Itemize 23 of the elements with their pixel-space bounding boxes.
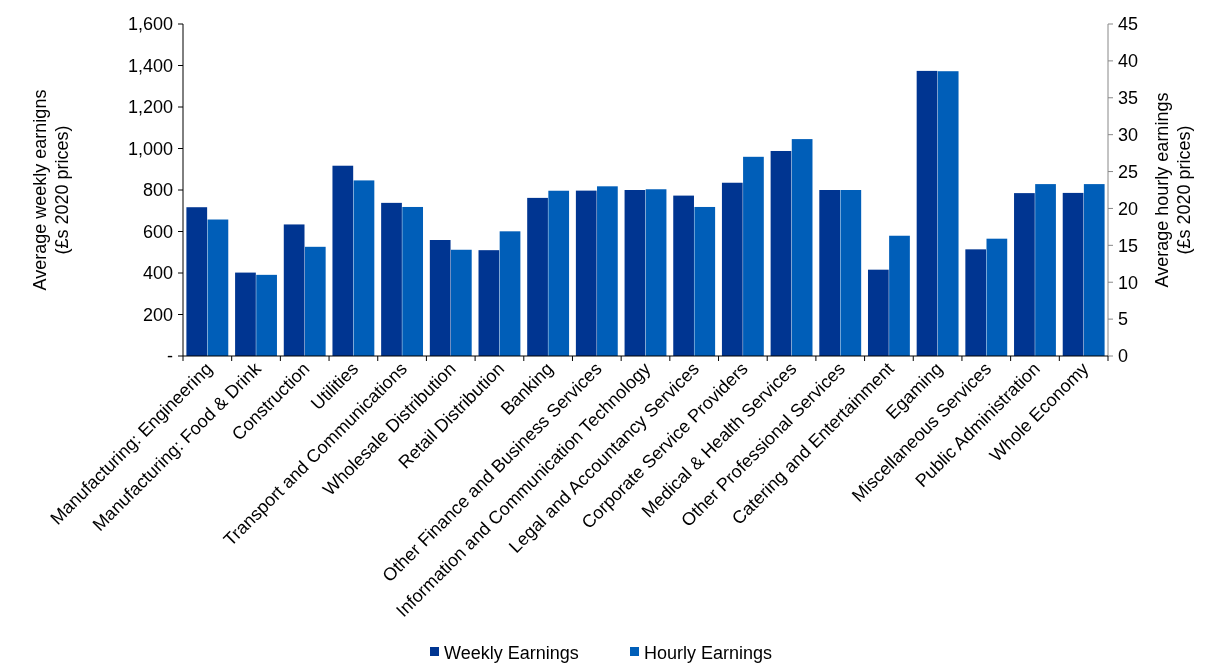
legend-label: Hourly Earnings (644, 643, 773, 664)
y2-tick-label: 40 (1118, 51, 1139, 72)
y2-axis-title: Average hourly earnings (£s 2020 prices) (1152, 92, 1194, 288)
y2-tick-label: 25 (1118, 161, 1139, 182)
y-tick-label: 1,200 (127, 97, 173, 118)
y-tick-label: 1,400 (127, 55, 173, 76)
y2-tick-label: 30 (1118, 124, 1139, 145)
y-tick-label: 400 (142, 263, 173, 284)
y-tick-label: 1,000 (127, 138, 173, 159)
y2-tick-label: 20 (1118, 198, 1139, 219)
y-tick-label: - (167, 346, 173, 367)
y2-tick-label: 10 (1118, 272, 1139, 293)
y2-tick-label: 45 (1118, 14, 1139, 35)
y-tick-label: 200 (142, 304, 173, 325)
y-tick-label: 1,600 (127, 14, 173, 35)
y2-tick-label: 35 (1118, 88, 1139, 109)
y2-tick-label: 15 (1118, 235, 1139, 256)
legend-label: Weekly Earnings (444, 643, 579, 664)
y-tick-label: 600 (142, 221, 173, 242)
y2-tick-label: 5 (1118, 309, 1129, 330)
y-axis-title: Average weekly earnigns (£s 2020 prices) (30, 89, 72, 291)
y2-tick-label: 0 (1118, 346, 1129, 367)
y-tick-label: 800 (142, 180, 173, 201)
